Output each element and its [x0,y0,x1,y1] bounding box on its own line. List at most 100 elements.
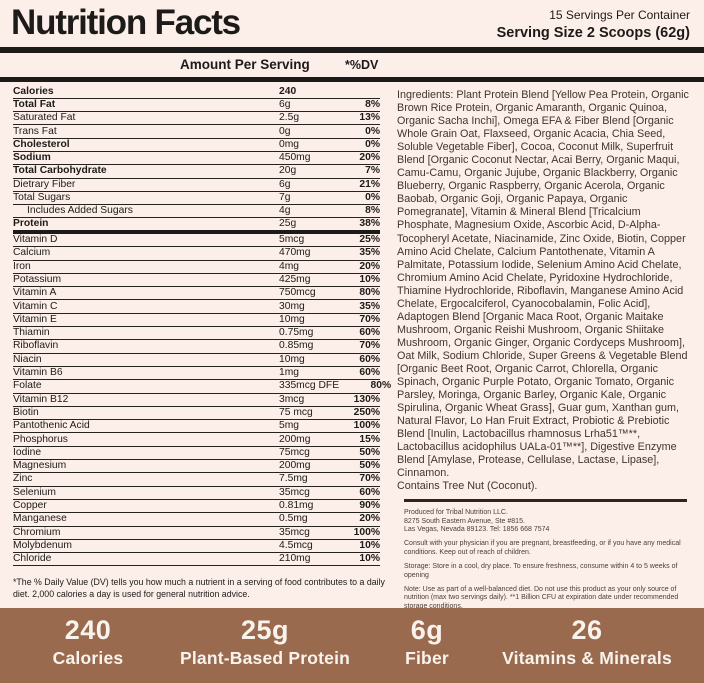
table-row: Magnesium 200mg 50% [13,460,380,474]
nutrient-label: Calories [13,85,54,97]
summary-stat: 240 Calories [53,615,124,671]
summary-bar: 240 Calories 25g Plant-Based Protein 6g Fiber… [0,608,704,683]
table-row: Vitamin B6 1mg 60% [13,367,380,381]
nutrient-amount: 470mg [279,247,311,259]
table-row: Chromium 35mcg 100% [13,527,380,540]
nutrient-label: Potassium [13,274,62,285]
nutrient-label: Calcium [13,247,51,259]
divider-ingredients [404,499,687,502]
ingredients-list: Ingredients: Plant Protein Blend [Yellow… [397,89,689,480]
nutrient-label: Dietrary Fiber [13,178,76,190]
table-row: Vitamin E 10mg 70% [13,313,380,328]
nutrient-label: Zinc [13,473,33,485]
ingredients-text: Ingredients: Plant Protein Blend [Yellow… [397,89,695,493]
nutrient-dv: 70% [359,473,380,485]
nutrient-label: Folate [13,380,42,392]
table-row: Selenium 35mcg 60% [13,487,380,500]
table-row: Potassium 425mg 10% [13,274,380,288]
nutrient-label: Saturated Fat [13,112,76,124]
table-row: Pantothenic Acid 5mg 100% [13,420,380,434]
nutrient-label: Total Carbohydrate [13,165,107,177]
nutrient-table: Calories 240 Total Fat 6g 8% Saturated Fat 2.5… [13,85,391,567]
nutrient-amount: 5mcg [279,234,305,246]
nutrient-amount: 10mg [279,353,305,365]
table-row: Chloride 210mg 10% [13,553,380,567]
nutrient-amount: 0.5mg [279,513,308,525]
table-row: Protein 25g 38% [13,218,380,234]
table-row: Vitamin B12 3mcg 130% [13,394,380,407]
table-row: Niacin 10mg 60% [13,354,380,367]
storage-instructions: Storage: Store in a cool, dry place. To … [404,562,678,579]
nutrient-dv: 80% [370,380,392,392]
nutrient-dv: 70% [359,340,380,352]
nutrient-dv: 0% [365,192,380,204]
nutrient-dv: 15% [359,433,380,445]
nutrient-label: Total Sugars [13,192,71,204]
nutrient-amount: 35mcg [279,486,310,498]
nutrient-amount: 75mcg [279,446,310,458]
nutrient-amount: 200mg [279,460,311,472]
nutrient-amount: 35mcg [279,526,310,538]
divider-header [0,76,704,82]
summary-stat: 6g Fiber [405,615,449,671]
nutrient-amount: 0.81mg [279,500,314,512]
nutrient-dv: 90% [359,500,380,512]
allergen-statement: Contains Tree Nut (Coconut). [397,480,538,493]
nutrient-label: Vitamin B6 [13,367,63,379]
nutrient-dv: 25% [359,234,380,246]
nutrient-amount: 450mg [279,152,311,164]
nutrient-dv: 10% [359,553,380,565]
nutrient-amount: 425mg [279,274,311,285]
nutrient-dv: 60% [359,486,380,498]
nutrient-amount: 240 [279,85,297,97]
nutrient-dv: 10% [359,539,380,551]
table-row: Riboflavin 0.85mg 70% [13,340,380,354]
table-row: Vitamin C 30mg 35% [13,300,380,314]
table-row: Molybdenum 4.5mcg 10% [13,539,380,554]
stat-value: 240 [64,615,112,645]
table-row: Includes Added Sugars 4g 8% [13,205,380,219]
nutrient-amount: 75 mcg [279,406,313,418]
nutrient-label: Chloride [13,553,52,565]
nutrient-amount: 6g [279,98,291,110]
nutrient-dv: 130% [353,393,380,405]
nutrient-dv: 20% [359,152,380,164]
nutrient-label: Riboflavin [13,340,59,352]
table-row: Biotin 75 mcg 250% [13,406,380,421]
nutrient-amount: 0.85mg [279,340,314,352]
nutrient-dv: 80% [359,287,380,299]
nutrient-label: Thiamin [13,327,50,339]
producer-address: Produced for Tribal Nutrition LLC. 8275 … [404,509,550,534]
manufacturer-info: Produced for Tribal Nutrition LLC. 8275 … [404,509,696,617]
table-row: Zinc 7.5mg 70% [13,473,380,487]
stat-label: Calories [52,648,124,668]
nutrient-amount: 30mg [279,300,305,312]
nutrient-amount: 5mg [279,420,300,432]
nutrient-amount: 4g [279,205,291,217]
nutrient-label: Cholesterol [13,138,70,150]
nutrient-dv: 8% [365,98,380,110]
table-row: Calcium 470mg 35% [13,247,380,261]
nutrient-amount: 210mg [279,553,311,565]
table-row: Trans Fat 0g 0% [13,125,380,139]
nutrient-label: Sodium [13,152,51,164]
nutrient-dv: 0% [365,125,380,137]
nutrient-amount: 0.75mg [279,327,314,339]
divider-top [0,47,704,53]
stat-value: 6g [410,615,444,645]
nutrient-amount: 7.5mg [279,473,308,485]
nutrient-label: Biotin [13,406,39,418]
nutrient-dv: 8% [365,205,380,217]
nutrient-dv: 100% [353,420,380,432]
nutrient-dv: 70% [359,313,380,325]
nutrient-label: Iodine [13,446,42,458]
table-row: Total Sugars 7g 0% [13,192,380,206]
table-row: Copper 0.81mg 90% [13,500,380,514]
table-row: Folate 335mcg DFE 80% [13,380,391,394]
nutrient-amount: 1mg [279,367,300,379]
nutrient-amount: 6g [279,178,291,190]
nutrient-dv: 60% [359,327,380,339]
nutrient-dv: 20% [359,260,380,272]
nutrient-dv: 100% [353,526,380,538]
